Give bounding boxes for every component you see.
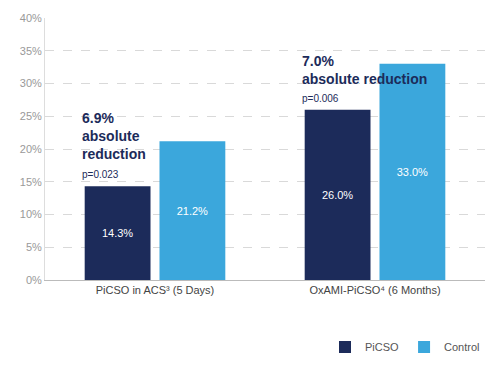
svg-text:7.0%absolute reductionp=0.006: 7.0%absolute reductionp=0.006 bbox=[302, 53, 427, 104]
svg-text:33.0%: 33.0% bbox=[397, 166, 428, 178]
svg-text:30%: 30% bbox=[20, 77, 42, 89]
svg-text:PiCSO: PiCSO bbox=[365, 341, 399, 353]
svg-text:10%: 10% bbox=[20, 208, 42, 220]
svg-text:Control: Control bbox=[444, 341, 479, 353]
svg-text:15%: 15% bbox=[20, 176, 42, 188]
svg-text:20%: 20% bbox=[20, 143, 42, 155]
svg-text:21.2%: 21.2% bbox=[177, 205, 208, 217]
svg-text:40%: 40% bbox=[20, 12, 42, 24]
svg-text:25%: 25% bbox=[20, 110, 42, 122]
svg-text:14.3%: 14.3% bbox=[102, 227, 133, 239]
svg-text:OxAMI-PiCSO⁴ (6 Months): OxAMI-PiCSO⁴ (6 Months) bbox=[309, 284, 440, 296]
svg-text:26.0%: 26.0% bbox=[322, 189, 353, 201]
svg-text:35%: 35% bbox=[20, 45, 42, 57]
svg-text:6.9%absolutereductionp=0.023: 6.9%absolutereductionp=0.023 bbox=[82, 110, 146, 180]
svg-text:0%: 0% bbox=[26, 274, 42, 286]
svg-text:PiCSO in ACS³ (5 Days): PiCSO in ACS³ (5 Days) bbox=[96, 284, 215, 296]
svg-text:5%: 5% bbox=[26, 241, 42, 253]
